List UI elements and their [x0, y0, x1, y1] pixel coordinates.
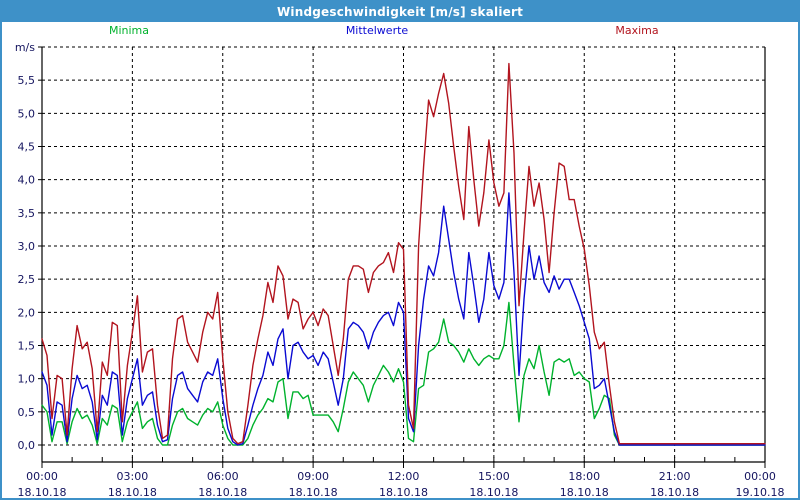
x-tick-date-label: 18.10.18 [379, 486, 428, 499]
legend-mittelwerte: Mittelwerte [345, 24, 409, 37]
chart-legend: Minima Mittelwerte Maxima [2, 24, 798, 40]
x-tick-time-label: 06:00 [207, 470, 239, 483]
y-tick-label: 2,5 [18, 273, 36, 286]
x-tick-time-label: 12:00 [388, 470, 420, 483]
x-tick-time-label: 09:00 [297, 470, 329, 483]
x-tick-date-label: 18.10.18 [108, 486, 157, 499]
x-tick-time-label: 00:00 [744, 470, 776, 483]
y-tick-label: 3,0 [18, 240, 36, 253]
legend-minima: Minima [108, 24, 150, 37]
x-tick-date-label: 19.10.18 [736, 486, 785, 499]
y-tick-label: 1,5 [18, 340, 36, 353]
x-tick-date-label: 18.10.18 [198, 486, 247, 499]
y-tick-label: 0,0 [18, 439, 36, 452]
y-tick-label: 1,0 [18, 373, 36, 386]
y-tick-label: 3,5 [18, 207, 36, 220]
x-tick-time-label: 15:00 [478, 470, 510, 483]
window-titlebar: Windgeschwindigkeit [m/s] skaliert [2, 2, 798, 22]
series-line-maxima [41, 62, 766, 445]
legend-maxima: Maxima [615, 24, 659, 37]
x-tick-date-label: 18.10.18 [650, 486, 699, 499]
window-title: Windgeschwindigkeit [m/s] skaliert [276, 5, 524, 19]
series-line-mittelwerte [41, 192, 766, 446]
x-tick-date-label: 18.10.18 [469, 486, 518, 499]
y-axis-unit-label: m/s [15, 41, 35, 54]
y-tick-label: 0,5 [18, 406, 36, 419]
x-tick-time-label: 18:00 [568, 470, 600, 483]
y-tick-label: 4,0 [18, 174, 36, 187]
x-tick-time-label: 00:00 [26, 470, 58, 483]
y-tick-label: 4,5 [18, 141, 36, 154]
y-tick-label: 5,5 [18, 74, 36, 87]
x-tick-time-label: 21:00 [659, 470, 691, 483]
x-tick-time-label: 03:00 [117, 470, 149, 483]
x-tick-date-label: 18.10.18 [289, 486, 338, 499]
y-tick-label: 5,0 [18, 107, 36, 120]
x-tick-date-label: 18.10.18 [18, 486, 67, 499]
y-tick-label: 2,0 [18, 306, 36, 319]
x-tick-date-label: 18.10.18 [560, 486, 609, 499]
